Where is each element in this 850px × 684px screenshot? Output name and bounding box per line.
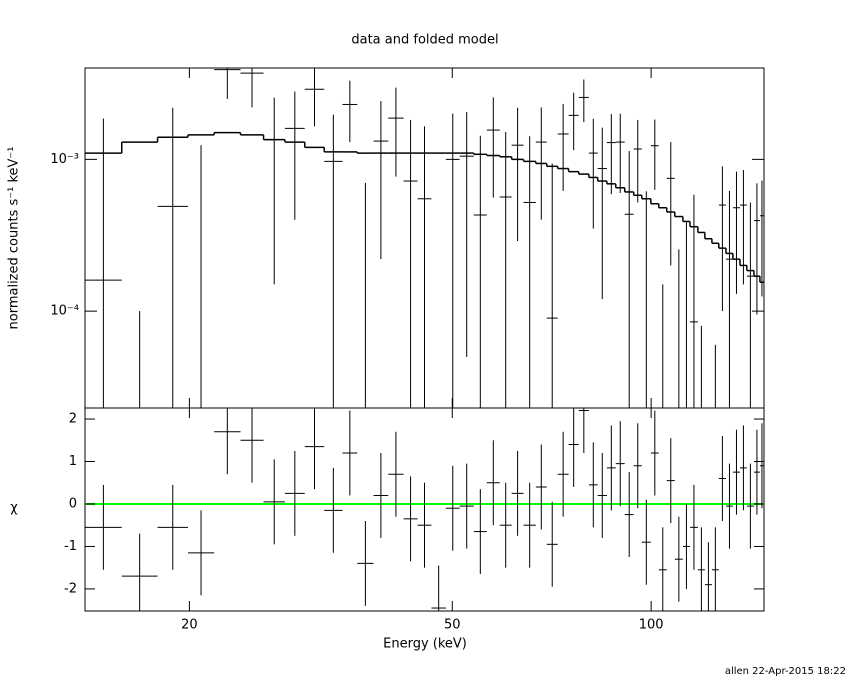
residual-tick-label: 1 xyxy=(69,454,77,469)
chart-title: data and folded model xyxy=(351,33,498,48)
residual-tick-label: -1 xyxy=(64,539,77,554)
y-tick-label: 10⁻⁴ xyxy=(50,304,79,319)
x-tick-label: 50 xyxy=(444,618,461,633)
footer: allen 22-Apr-2015 18:22 xyxy=(725,666,846,677)
residual-tick-label: 0 xyxy=(69,496,77,511)
y-axis-label: normalized counts s⁻¹ keV⁻¹ xyxy=(7,147,22,330)
residual-tick-label: -2 xyxy=(64,581,77,596)
residual-tick-label: 2 xyxy=(69,412,77,427)
x-tick-label: 20 xyxy=(181,618,198,633)
y-tick-label: 10⁻³ xyxy=(50,152,79,167)
axes: 20 50 100 10⁻⁴ 10⁻³ -2 -1 0 1 2 xyxy=(50,68,764,633)
upper-plot xyxy=(85,68,764,408)
lower-plot xyxy=(85,408,764,611)
x-axis-label: Energy (keV) xyxy=(383,637,467,652)
x-tick-label: 100 xyxy=(639,618,664,633)
residual-axis-label: χ xyxy=(10,501,18,516)
